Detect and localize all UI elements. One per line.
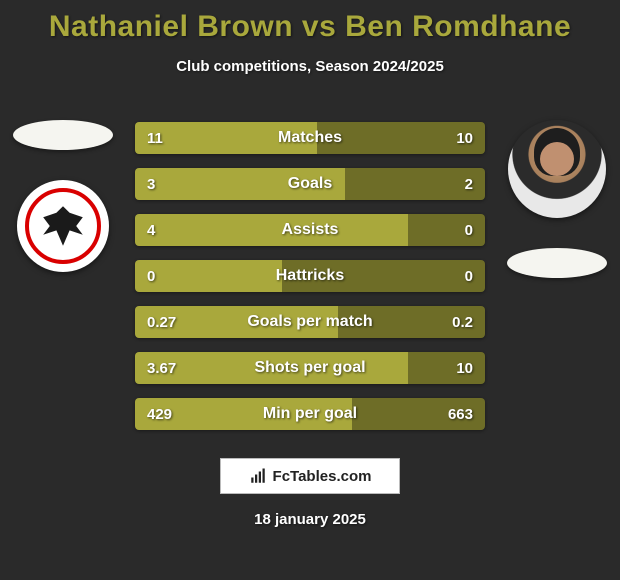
chart-icon [249, 467, 267, 485]
stat-bar-right-fill [338, 306, 485, 338]
stat-bar-left-fill [135, 168, 345, 200]
left-player-column [8, 120, 118, 272]
stat-bar-left-fill [135, 260, 282, 292]
stat-bar-right-fill [408, 352, 485, 384]
stat-bar-row: Goals per match0.270.2 [135, 306, 485, 338]
watermark-text: FcTables.com [273, 468, 372, 485]
stat-bar-right-fill [317, 122, 485, 154]
stat-bar-right-fill [352, 398, 485, 430]
date-text: 18 january 2025 [0, 511, 620, 528]
eagle-icon [41, 204, 85, 248]
club-badge-left [17, 180, 109, 272]
stat-bar-row: Assists40 [135, 214, 485, 246]
stat-bar-row: Matches1110 [135, 122, 485, 154]
stat-bar-row: Min per goal429663 [135, 398, 485, 430]
stat-bars-container: Matches1110 Goals32 Assists40 Hattricks00 Go… [135, 122, 485, 430]
stat-bar-right-fill [345, 168, 485, 200]
page-title: Nathaniel Brown vs Ben Romdhane [0, 0, 620, 44]
stat-bar-row: Hattricks00 [135, 260, 485, 292]
stat-bar-left-fill [135, 214, 408, 246]
right-player-column [502, 120, 612, 278]
subtitle: Club competitions, Season 2024/2025 [0, 58, 620, 75]
watermark: FcTables.com [220, 458, 400, 494]
club-badge-ring [25, 188, 101, 264]
stat-bar-left-fill [135, 306, 338, 338]
stat-bar-right-fill [408, 214, 485, 246]
player-right-photo [508, 120, 606, 218]
stat-bar-left-fill [135, 122, 317, 154]
player-right-oval [507, 248, 607, 278]
stat-bar-row: Goals32 [135, 168, 485, 200]
stat-bar-row: Shots per goal3.6710 [135, 352, 485, 384]
stat-bar-right-fill [282, 260, 485, 292]
player-left-oval [13, 120, 113, 150]
stat-bar-left-fill [135, 352, 408, 384]
stat-bar-left-fill [135, 398, 352, 430]
